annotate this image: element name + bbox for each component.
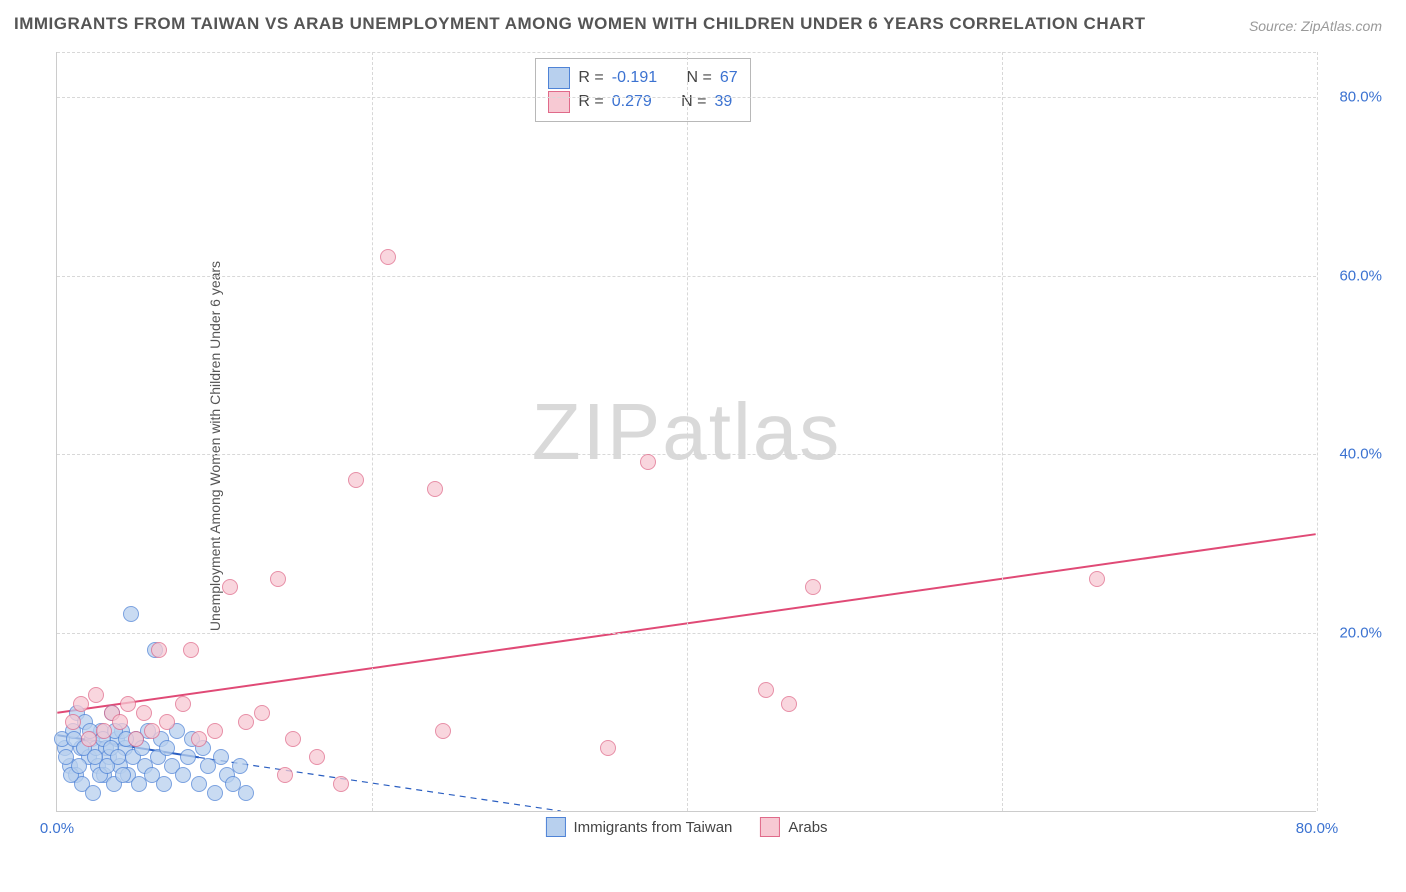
scatter-point (805, 579, 821, 595)
scatter-point (191, 776, 207, 792)
scatter-point (159, 714, 175, 730)
scatter-point (207, 723, 223, 739)
scatter-point (600, 740, 616, 756)
trend-line-dashed (199, 757, 561, 811)
y-tick-label: 20.0% (1324, 625, 1382, 642)
scatter-point (380, 249, 396, 265)
r-label: R = (578, 93, 603, 111)
scatter-point (175, 696, 191, 712)
scatter-point (180, 749, 196, 765)
grid-line-v (1002, 52, 1003, 811)
series-name: Arabs (788, 819, 827, 836)
scatter-point (333, 776, 349, 792)
scatter-point (159, 740, 175, 756)
n-value: 39 (714, 93, 732, 111)
scatter-point (120, 696, 136, 712)
scatter-point (175, 767, 191, 783)
correlation-legend: R = -0.191 N = 67R = 0.279 N = 39 (535, 58, 750, 122)
legend-swatch (548, 91, 570, 113)
scatter-point (73, 696, 89, 712)
scatter-point (123, 606, 139, 622)
scatter-point (136, 705, 152, 721)
r-value: -0.191 (612, 69, 657, 87)
scatter-point (110, 749, 126, 765)
series-legend-item: Immigrants from Taiwan (545, 817, 732, 837)
n-label: N = (686, 69, 711, 87)
scatter-point (144, 723, 160, 739)
y-tick-label: 80.0% (1324, 88, 1382, 105)
scatter-point (112, 714, 128, 730)
scatter-point (435, 723, 451, 739)
scatter-point (156, 776, 172, 792)
chart-title: IMMIGRANTS FROM TAIWAN VS ARAB UNEMPLOYM… (14, 14, 1146, 34)
scatter-point (65, 714, 81, 730)
grid-line-v (1317, 52, 1318, 811)
scatter-point (81, 731, 97, 747)
scatter-point (88, 687, 104, 703)
scatter-point (151, 642, 167, 658)
series-legend: Immigrants from Taiwan Arabs (545, 817, 827, 837)
n-value: 67 (720, 69, 738, 87)
scatter-point (758, 682, 774, 698)
x-tick-label: 80.0% (1296, 820, 1339, 837)
scatter-point (285, 731, 301, 747)
y-tick-label: 60.0% (1324, 267, 1382, 284)
scatter-point (85, 785, 101, 801)
x-tick-label: 0.0% (40, 820, 74, 837)
scatter-point (183, 642, 199, 658)
scatter-point (309, 749, 325, 765)
series-legend-item: Arabs (760, 817, 827, 837)
scatter-point (232, 758, 248, 774)
legend-swatch (545, 817, 565, 837)
scatter-point (238, 785, 254, 801)
scatter-plot-area: ZIPatlas R = -0.191 N = 67R = 0.279 N = … (56, 52, 1316, 812)
scatter-point (115, 767, 131, 783)
scatter-point (427, 481, 443, 497)
grid-line-v (372, 52, 373, 811)
scatter-point (71, 758, 87, 774)
legend-swatch (548, 67, 570, 89)
n-label: N = (681, 93, 706, 111)
scatter-point (640, 454, 656, 470)
r-value: 0.279 (612, 93, 652, 111)
series-name: Immigrants from Taiwan (573, 819, 732, 836)
scatter-point (254, 705, 270, 721)
scatter-point (270, 571, 286, 587)
scatter-point (128, 731, 144, 747)
y-tick-label: 40.0% (1324, 446, 1382, 463)
scatter-point (213, 749, 229, 765)
scatter-point (238, 714, 254, 730)
legend-swatch (760, 817, 780, 837)
scatter-point (207, 785, 223, 801)
r-label: R = (578, 69, 603, 87)
source-attribution: Source: ZipAtlas.com (1249, 18, 1382, 34)
scatter-point (348, 472, 364, 488)
grid-line-v (687, 52, 688, 811)
correlation-row: R = 0.279 N = 39 (548, 91, 737, 113)
scatter-point (781, 696, 797, 712)
correlation-row: R = -0.191 N = 67 (548, 67, 737, 89)
scatter-point (277, 767, 293, 783)
scatter-point (191, 731, 207, 747)
scatter-point (222, 579, 238, 595)
scatter-point (96, 723, 112, 739)
watermark-light: atlas (662, 387, 841, 476)
scatter-point (1089, 571, 1105, 587)
